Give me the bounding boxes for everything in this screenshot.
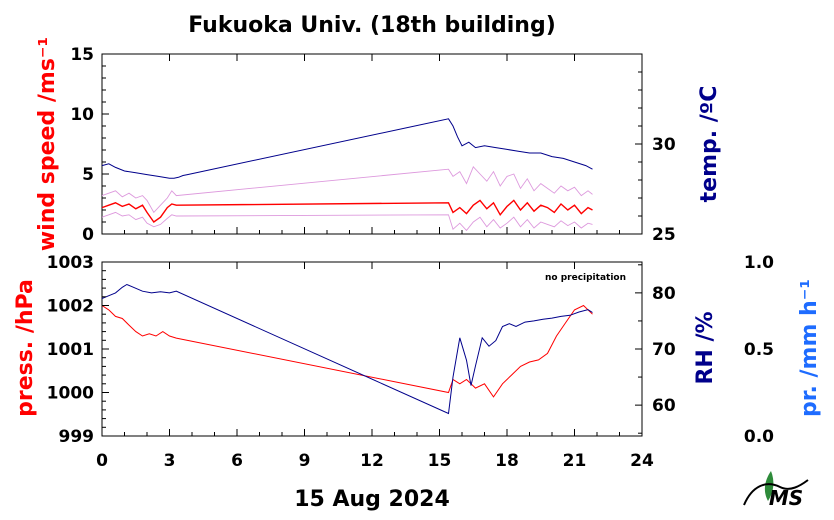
x-tick-label: 12 <box>360 451 384 471</box>
x-tick-label: 6 <box>231 451 243 471</box>
wind-speed-axis-label: wind speed /ms⁻¹ <box>35 37 60 251</box>
top-series-group <box>101 118 593 232</box>
logo-leaf-icon <box>764 471 774 501</box>
pressure-tick-label: 1001 <box>47 340 94 360</box>
chart-title: Fukuoka Univ. (18th building) <box>188 13 556 38</box>
bottom-panel: 999 1000 1001 1002 1003 60 70 80 0.0 0.5 1.0 0 3 6 9 12… <box>13 253 822 512</box>
wind-tick-label: 10 <box>70 105 94 125</box>
x-tick-label: 15 <box>428 451 452 471</box>
x-tick-label: 9 <box>299 451 311 471</box>
precipitation-axis-label: pr. /mm h⁻¹ <box>797 279 822 417</box>
precip-tick-label: 0.0 <box>744 427 774 447</box>
temperature-axis-label: temp. /ºC <box>697 86 722 203</box>
precipitation-note: no precipitation <box>545 273 626 283</box>
temp-tick-label: 25 <box>652 225 676 245</box>
series-line-wind_max <box>101 165 593 214</box>
pressure-tick-label: 1000 <box>47 384 94 404</box>
pressure-tick-label: 1002 <box>47 297 94 317</box>
series-line-rh <box>101 283 593 415</box>
x-tick-label: 0 <box>96 451 108 471</box>
precip-tick-label: 1.0 <box>744 253 774 273</box>
bottom-series-group <box>101 283 593 415</box>
top-panel: 0 5 10 15 25 30 wind speed /ms⁻¹ temp. /ºC <box>35 37 722 251</box>
bottom-ticks-group: 999 1000 1001 1002 1003 60 70 80 0.0 0.5 1.0 0 3 6 9 12… <box>47 253 774 471</box>
series-line-pressure <box>101 304 593 398</box>
rh-tick-label: 60 <box>652 396 676 416</box>
top-ticks-group: 0 5 10 15 25 30 <box>70 45 676 245</box>
x-tick-label: 18 <box>495 451 519 471</box>
rh-tick-label: 80 <box>652 284 676 304</box>
precip-tick-label: 0.5 <box>744 340 774 360</box>
pressure-tick-label: 999 <box>59 427 95 447</box>
bottom-plot-frame <box>101 261 643 437</box>
wind-tick-label: 0 <box>82 225 94 245</box>
temp-tick-label: 30 <box>652 135 676 155</box>
x-tick-label: 24 <box>630 451 654 471</box>
x-axis-label: 15 Aug 2024 <box>294 487 450 512</box>
pressure-tick-label: 1003 <box>47 253 94 273</box>
x-tick-label: 21 <box>563 451 587 471</box>
logo-swoosh-icon <box>743 479 809 506</box>
x-tick-label: 3 <box>164 451 176 471</box>
series-line-wind_min <box>101 211 593 232</box>
rh-tick-label: 70 <box>652 340 676 360</box>
wind-tick-label: 5 <box>82 165 94 185</box>
series-line-temp <box>101 118 593 179</box>
pressure-axis-label: press. /hPa <box>13 279 38 417</box>
wind-tick-label: 15 <box>70 45 94 65</box>
top-plot-frame <box>101 53 643 235</box>
rh-axis-label: RH /% <box>693 311 718 384</box>
logo-text: MS <box>769 486 803 510</box>
university-logo: MS <box>743 471 809 510</box>
series-line-wind_mean <box>101 199 593 223</box>
